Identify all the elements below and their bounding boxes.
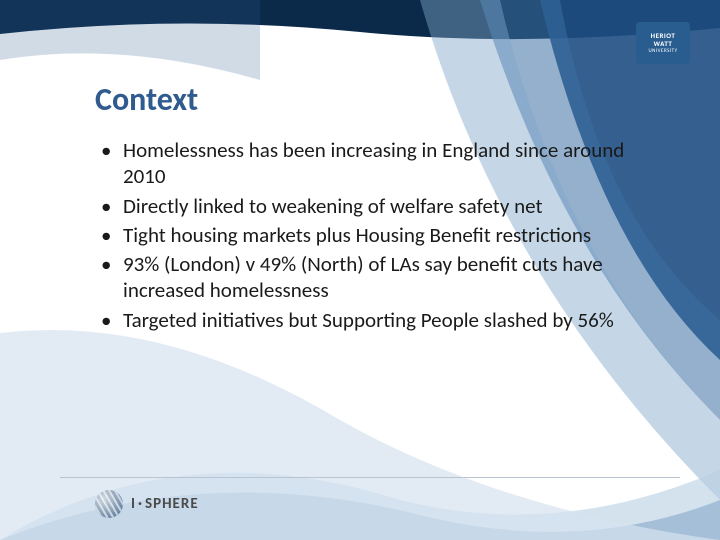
- bullet-item: Homelessness has been increasing in Engl…: [95, 137, 630, 190]
- logo-suffix: SPHERE: [145, 495, 199, 513]
- badge-line-2: WATT: [654, 40, 673, 48]
- footer-logo: I·SPHERE: [95, 490, 199, 518]
- isphere-text: I·SPHERE: [131, 495, 199, 513]
- bullet-item: Directly linked to weakening of welfare …: [95, 193, 630, 219]
- bullet-item: Tight housing markets plus Housing Benef…: [95, 222, 630, 248]
- bullet-item: 93% (London) v 49% (North) of LAs say be…: [95, 251, 630, 304]
- logo-dot: ·: [138, 495, 143, 513]
- bullet-list: Homelessness has been increasing in Engl…: [95, 137, 630, 333]
- content-area: Context Homelessness has been increasing…: [0, 0, 720, 333]
- bullet-item: Targeted initiatives but Supporting Peop…: [95, 307, 630, 333]
- footer-divider: [60, 477, 680, 478]
- page-title: Context: [95, 80, 630, 119]
- logo-prefix: I: [131, 495, 136, 513]
- sphere-icon: [95, 490, 123, 518]
- heriot-watt-badge: HERIOT WATT UNIVERSITY: [636, 22, 690, 64]
- badge-line-3: UNIVERSITY: [648, 48, 677, 54]
- slide: HERIOT WATT UNIVERSITY Context Homelessn…: [0, 0, 720, 540]
